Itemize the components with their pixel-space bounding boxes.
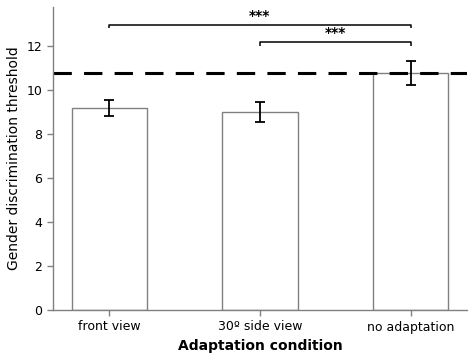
X-axis label: Adaptation condition: Adaptation condition bbox=[178, 339, 342, 353]
Text: ***: *** bbox=[325, 26, 346, 40]
Bar bbox=[72, 108, 147, 310]
Bar bbox=[373, 73, 448, 310]
Text: ***: *** bbox=[249, 9, 271, 23]
Bar bbox=[222, 112, 298, 310]
Y-axis label: Gender discrimination threshold: Gender discrimination threshold bbox=[7, 47, 21, 270]
